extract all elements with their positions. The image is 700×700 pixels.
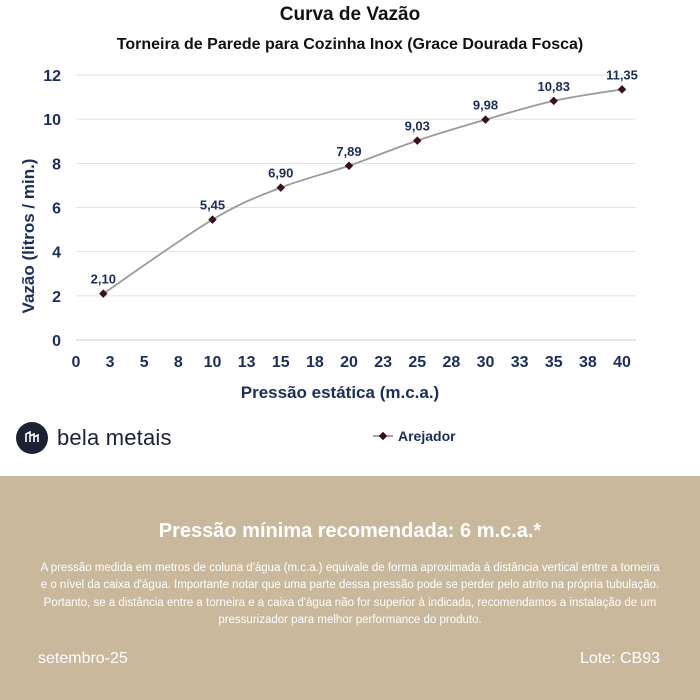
data-point-marker <box>99 289 108 298</box>
chart-subtitle: Torneira de Parede para Cozinha Inox (Gr… <box>116 36 584 53</box>
data-point-marker <box>549 96 558 106</box>
x-tick-label: 18 <box>306 354 324 371</box>
x-tick-label: 5 <box>140 354 149 371</box>
y-tick-label: 10 <box>43 112 61 129</box>
data-label: 6,90 <box>268 166 293 181</box>
x-tick-label: 23 <box>374 354 392 371</box>
data-point-marker <box>617 85 627 94</box>
y-tick-label: 4 <box>52 245 61 262</box>
y-tick-label: 2 <box>52 289 61 306</box>
footer-date: setembro-25 <box>38 650 128 667</box>
data-label: 11,35 <box>606 67 638 82</box>
chart-legend: Arejador <box>372 428 456 444</box>
data-label: 5,45 <box>200 198 225 213</box>
chart-title: Curva de Vazão <box>279 4 421 25</box>
data-label: 10,83 <box>537 79 570 94</box>
y-tick-label: 8 <box>52 156 61 173</box>
x-tick-label: 10 <box>204 354 222 371</box>
y-tick-label: 12 <box>43 68 61 85</box>
x-tick-label: 20 <box>340 354 358 371</box>
data-label: 7,89 <box>336 144 361 159</box>
data-point-marker <box>413 136 422 145</box>
data-label: 9,98 <box>473 98 498 113</box>
x-tick-label: 8 <box>174 354 183 371</box>
data-point-marker <box>208 215 217 224</box>
legend-label: Arejador <box>398 428 456 444</box>
data-point-marker <box>276 183 285 192</box>
x-tick-label: 35 <box>545 354 563 371</box>
x-tick-label: 30 <box>477 354 495 371</box>
brand-name: bela metais <box>57 425 172 450</box>
bela-metais-logo-icon <box>16 422 48 454</box>
footer-lot-number: Lote: CB93 <box>579 650 660 667</box>
x-tick-label: 38 <box>579 354 597 371</box>
brand-logo: bela metais <box>16 420 172 456</box>
x-tick-label: 33 <box>511 354 529 371</box>
data-label: 2,10 <box>91 272 116 287</box>
footer-panel: Pressão mínima recomendada: 6 m.c.a.* A … <box>0 476 700 700</box>
data-point-marker <box>344 161 354 171</box>
x-tick-label: 0 <box>72 354 81 371</box>
series-line-arejador <box>102 88 623 295</box>
x-tick-label: 25 <box>408 354 426 371</box>
y-tick-label: 0 <box>52 333 61 350</box>
x-axis-label: Pressão estática (m.c.a.) <box>241 383 439 402</box>
x-tick-label: 40 <box>613 354 631 371</box>
y-tick-label: 6 <box>52 201 61 218</box>
legend-line-marker-icon <box>373 431 393 441</box>
x-tick-label: 3 <box>106 354 115 371</box>
x-tick-label: 15 <box>272 354 290 371</box>
pressure-explanation-note: A pressão medida em metros de coluna d'á… <box>40 562 660 627</box>
minimum-pressure-headline: Pressão mínima recomendada: 6 m.c.a.* <box>158 520 542 542</box>
x-tick-label: 28 <box>442 354 460 371</box>
y-axis-label: Vazão (litros / min.) <box>19 159 38 314</box>
data-point-marker <box>481 115 490 124</box>
data-label: 9,03 <box>405 119 430 134</box>
x-tick-label: 13 <box>238 354 256 371</box>
